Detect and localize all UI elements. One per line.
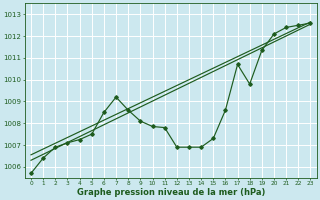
- X-axis label: Graphe pression niveau de la mer (hPa): Graphe pression niveau de la mer (hPa): [76, 188, 265, 197]
